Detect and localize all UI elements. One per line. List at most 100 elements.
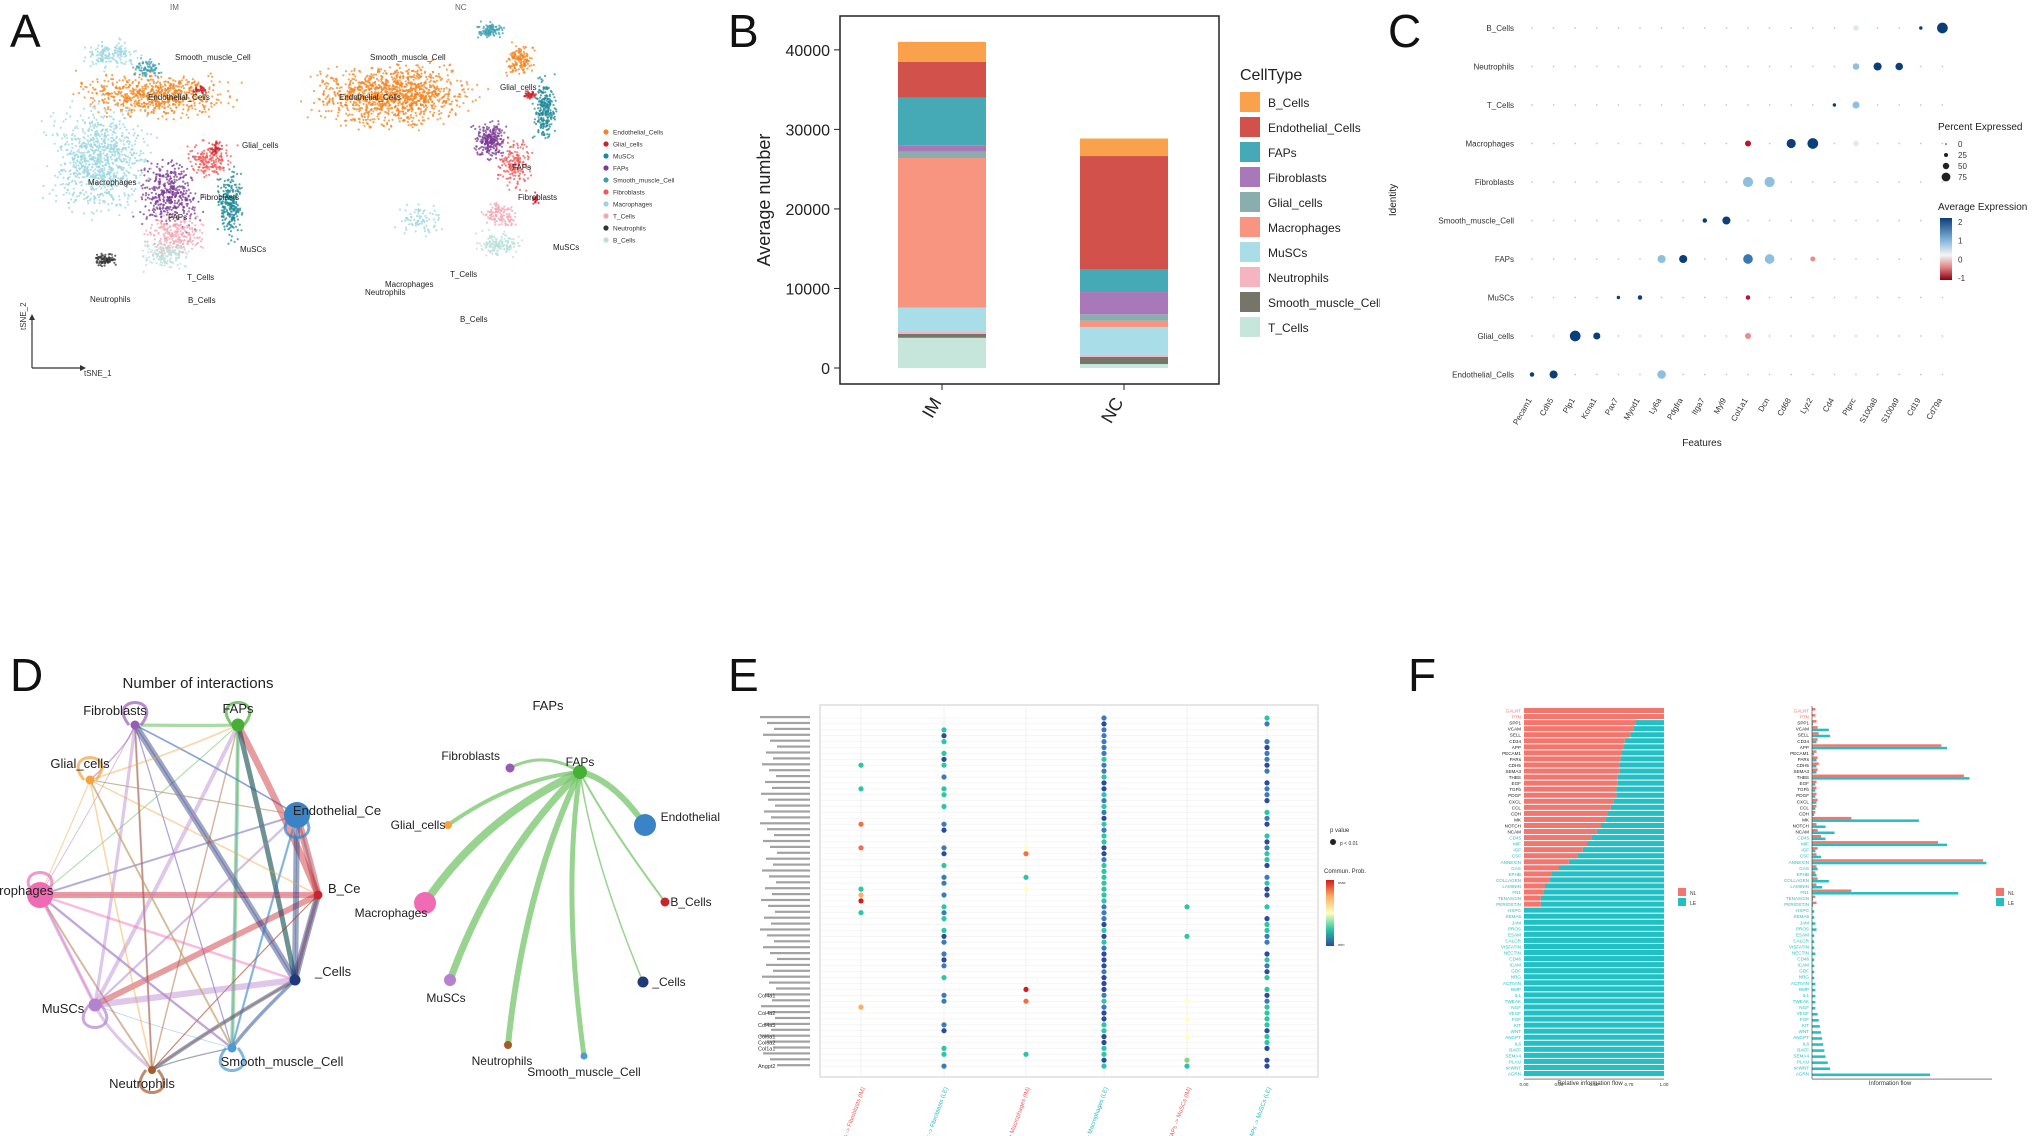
tsne-cell-point <box>112 183 115 186</box>
tsne-cell-point <box>125 128 128 131</box>
tsne-cell-point <box>228 233 231 236</box>
tsne-cell-point <box>155 192 158 195</box>
tsne-cell-point <box>135 102 138 105</box>
tsne-cell-point <box>87 134 90 138</box>
tsne-cell-point <box>172 79 175 82</box>
tsne-cell-point <box>191 206 194 209</box>
tsne-cell-point <box>228 95 231 98</box>
tsne-cell-point <box>182 77 185 80</box>
tsne-cell-point <box>154 102 157 105</box>
tsne-cell-point <box>229 208 232 211</box>
tsne-cell-point <box>415 104 418 107</box>
tsne-cell-point <box>143 92 146 95</box>
tsne-cell-point <box>226 190 229 193</box>
tsne-cell-point <box>397 117 400 120</box>
tsne-cell-point <box>204 110 207 113</box>
tsne-cell-point <box>327 110 330 113</box>
tsne-cell-point <box>192 197 195 200</box>
tsne-cell-point <box>76 169 79 173</box>
tsne-cell-point <box>485 24 488 27</box>
tsne-cell-point <box>75 159 79 162</box>
tsne-cell-point <box>358 88 362 91</box>
tsne-cell-point <box>138 154 141 157</box>
tsne-cell-point <box>523 58 526 61</box>
tsne-cell-point <box>160 75 163 78</box>
tsne-cell-point <box>232 105 235 108</box>
tsne-cell-point <box>454 99 458 102</box>
tsne-cell-point <box>236 188 239 191</box>
tsne-cell-point <box>192 167 195 171</box>
tsne-cell-point <box>177 205 180 208</box>
tsne-cell-point <box>157 97 160 100</box>
tsne-cell-point <box>169 229 172 232</box>
tsne-cell-point <box>230 176 233 179</box>
tsne-cell-point <box>94 130 97 133</box>
tsne-cell-point <box>478 32 481 35</box>
tsne-cell-point <box>79 85 83 88</box>
tsne-cell-point <box>110 140 114 143</box>
tsne-cell-point <box>134 200 137 203</box>
tsne-cell-point <box>449 63 452 66</box>
tsne-cell-point <box>397 63 400 66</box>
tsne-cell-point <box>232 180 235 183</box>
tsne-cell-point <box>102 89 105 92</box>
tsne-cell-point <box>400 117 403 120</box>
tsne-cell-point <box>82 168 85 171</box>
tsne-cell-point <box>541 105 544 108</box>
tsne-cell-point <box>112 78 115 81</box>
tsne-cell-point <box>85 183 88 186</box>
tsne-cell-point <box>104 164 107 167</box>
tsne-cell-point <box>125 186 128 189</box>
tsne-cell-point <box>544 137 547 140</box>
tsne-cell-point <box>220 144 223 147</box>
tsne-cell-point <box>214 163 217 166</box>
tsne-cell-point <box>363 124 366 127</box>
tsne-cell-point <box>79 114 82 117</box>
tsne-cell-point <box>97 134 100 137</box>
tsne-cell-point <box>178 102 181 105</box>
tsne-cell-point <box>322 93 325 96</box>
tsne-cell-point <box>162 214 165 217</box>
tsne-cell-point <box>71 142 74 145</box>
tsne-cell-point <box>410 76 413 79</box>
tsne-cell-point <box>180 165 183 168</box>
tsne-cell-point <box>372 84 375 87</box>
tsne-cell-point <box>103 141 106 144</box>
tsne-cell-point <box>90 109 93 113</box>
tsne-cell-point <box>445 86 448 89</box>
tsne-cell-point <box>393 76 396 79</box>
tsne-cell-point <box>412 116 415 120</box>
tsne-cell-point <box>118 203 122 206</box>
tsne-cell-point <box>171 232 174 235</box>
tsne-cell-point <box>406 76 409 79</box>
tsne-cell-point <box>99 150 102 153</box>
tsne-cell-point <box>96 80 99 84</box>
tsne-cell-point <box>514 69 517 72</box>
tsne-cell-point <box>124 100 127 103</box>
tsne-cell-point <box>166 169 169 173</box>
tsne-cell-point <box>147 193 150 196</box>
tsne-cell-point <box>169 258 172 262</box>
tsne-cell-point <box>450 100 454 103</box>
tsne-cell-point <box>420 110 423 113</box>
tsne-cell-point <box>141 198 144 201</box>
tsne-cell-point <box>436 85 439 88</box>
tsne-cell-point <box>162 174 165 177</box>
tsne-cell-point <box>76 173 79 176</box>
tsne-cell-point <box>352 82 355 85</box>
tsne-cell-point <box>55 194 58 197</box>
tsne-cell-point <box>166 196 169 199</box>
tsne-cell-point <box>369 119 372 122</box>
tsne-cell-point <box>97 111 100 114</box>
tsne-cell-point <box>404 112 407 115</box>
tsne-cell-point <box>122 143 125 146</box>
tsne-cell-point <box>153 214 156 218</box>
tsne-cell-point <box>542 101 545 104</box>
tsne-cell-point <box>115 44 119 47</box>
tsne-cell-point <box>407 124 410 127</box>
tsne-cell-point <box>419 75 422 79</box>
tsne-cell-point <box>107 183 110 186</box>
tsne-cell-point <box>102 194 105 197</box>
tsne-cell-point <box>401 110 404 113</box>
tsne-cell-point <box>429 73 432 76</box>
